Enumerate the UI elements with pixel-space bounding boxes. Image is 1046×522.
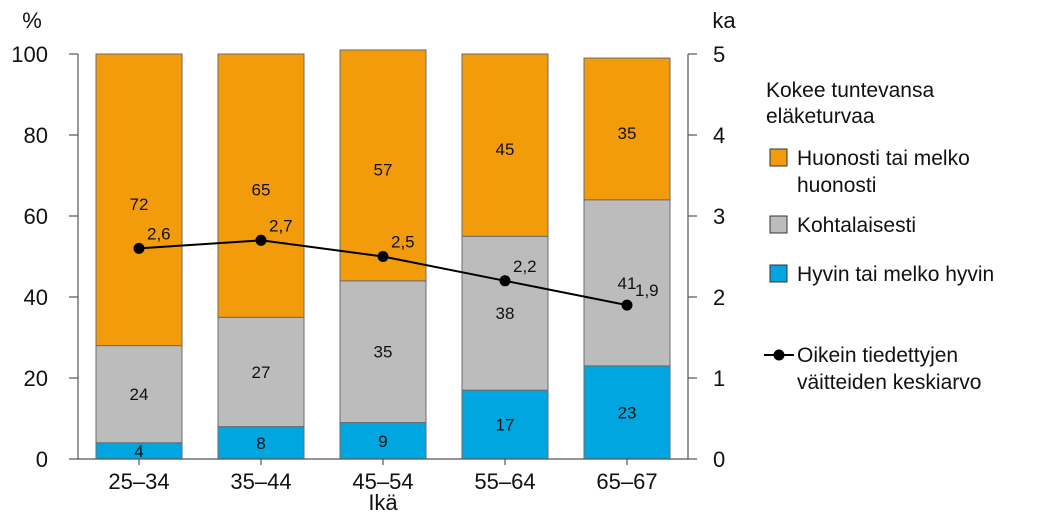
x-tick-label: 25–34 [108,469,169,494]
x-tick-label: 45–54 [352,469,413,494]
legend-title-line: eläketurvaa [766,105,875,128]
bar-segment [339,280,427,424]
bar-value-label: 8 [256,434,265,453]
legend-swatch [769,264,788,283]
left-tick-label: 20 [24,366,48,391]
bar-value-label: 9 [378,432,387,451]
bar-value-label: 35 [618,124,637,143]
average-value-label: 2,6 [147,224,171,243]
bar-segment [461,389,549,460]
right-tick-label: 1 [713,366,725,391]
legend-label: Oikein tiedettyjen [797,344,958,367]
legend-label: Kohtalaisesti [797,214,916,237]
left-tick-label: 100 [11,42,48,67]
bar-value-label: 72 [130,195,149,214]
average-value-label: 2,5 [391,233,415,252]
x-tick-label: 35–44 [230,469,291,494]
right-tick-label: 5 [713,42,725,67]
bar-value-label: 27 [252,363,271,382]
x-axis-title: Ikä [368,490,398,515]
left-tick-label: 60 [24,204,48,229]
legend-label: Huonosti tai melko [797,147,970,170]
legend-label: huonosti [797,174,876,197]
bar-segment [95,53,183,347]
average-value-label: 1,9 [635,281,659,300]
left-axis-unit: % [22,8,42,33]
average-point [133,242,145,254]
bar-segment [217,426,305,460]
average-point [499,275,511,287]
bar-segment [583,365,671,460]
average-value-label: 2,7 [269,216,293,235]
x-tick-label: 65–67 [596,469,657,494]
bar-value-label: 24 [130,385,149,404]
bar-segment [461,53,549,237]
bar-value-label: 65 [252,181,271,200]
bar-value-label: 23 [618,403,637,422]
right-tick-label: 3 [713,204,725,229]
bar-segment [95,345,183,444]
legend-label: Hyvin tai melko hyvin [797,263,994,286]
right-tick-label: 0 [713,447,725,472]
bar-value-label: 17 [496,416,515,435]
bar-segment [217,316,305,428]
bar-segment [583,199,671,367]
legend-swatch [769,148,788,167]
bar-value-label: 38 [496,304,515,323]
x-tick-label: 55–64 [474,469,535,494]
legend-title-line: Kokee tuntevansa [766,79,934,102]
legend-label: väitteiden keskiarvo [797,371,981,394]
left-tick-label: 40 [24,285,48,310]
bar-value-label: 35 [374,343,393,362]
bar-value-label: 41 [618,274,637,293]
bar-value-label: 45 [496,140,515,159]
legend-line-marker [773,349,785,361]
average-value-label: 2,2 [513,257,537,276]
average-point [377,251,389,262]
average-point [255,234,267,246]
bar-value-label: 57 [374,160,393,179]
bar-segment [339,49,427,282]
bar-value-label: 4 [134,442,143,461]
right-tick-label: 2 [713,285,725,310]
bar-segment [461,235,549,391]
right-tick-label: 4 [713,123,725,148]
right-axis-unit: ka [712,8,736,33]
left-tick-label: 0 [36,447,48,472]
left-tick-label: 80 [24,123,48,148]
legend-swatch [769,215,788,234]
average-point [621,299,633,311]
bar-segment [217,53,305,318]
bar-segment [583,57,671,201]
